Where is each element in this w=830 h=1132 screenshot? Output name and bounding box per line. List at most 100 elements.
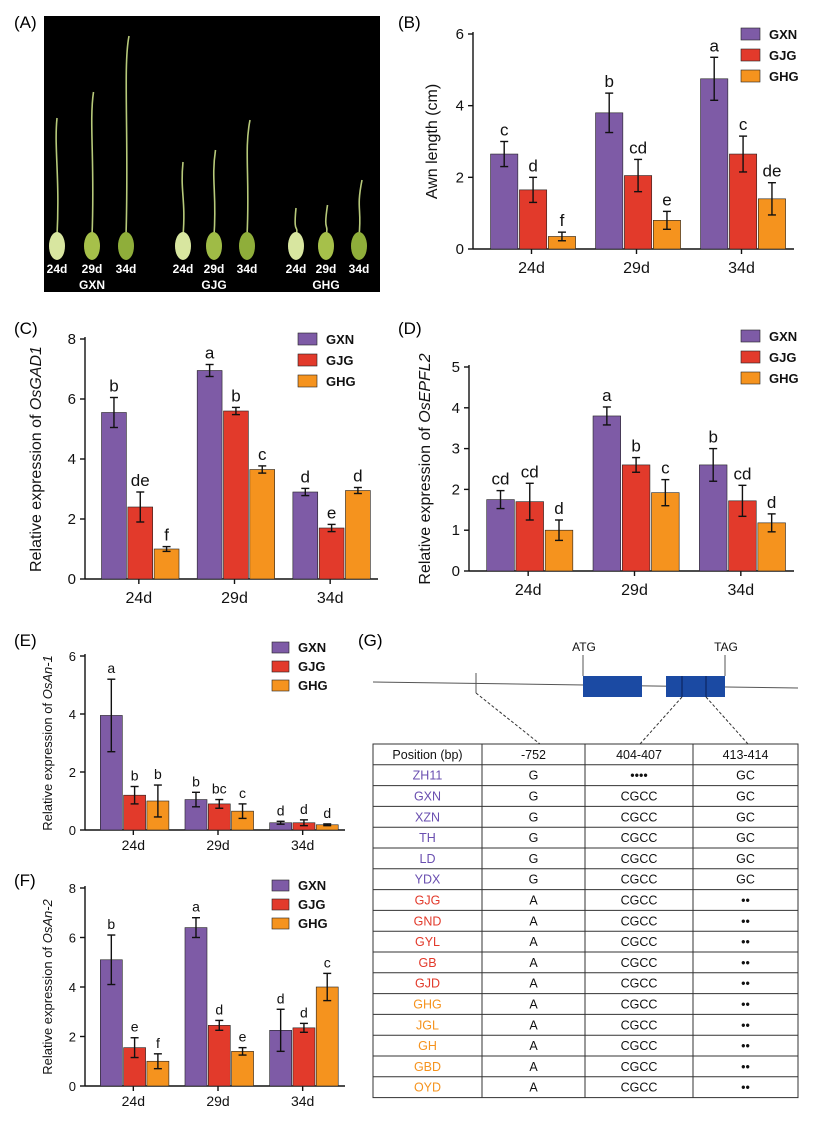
photo-time-label: 34d — [349, 262, 370, 276]
y-axis-title: Relative expression of OsGAD1 — [28, 346, 45, 572]
significance-letter: c — [239, 785, 246, 801]
legend-swatch — [271, 641, 290, 654]
table-cell: •• — [741, 914, 750, 928]
significance-letter: cd — [733, 464, 751, 483]
bar-gxn — [699, 464, 728, 572]
y-tick-label: 6 — [69, 931, 76, 946]
photo-time-label: 24d — [47, 262, 68, 276]
y-tick-label: 5 — [452, 359, 460, 376]
panel-label: (F) — [14, 871, 36, 890]
significance-letter: b — [604, 72, 613, 91]
table-cell: •• — [741, 1081, 750, 1095]
table-cultivar-name: GXN — [414, 790, 441, 804]
photo-time-label: 29d — [316, 262, 337, 276]
awn-photo — [49, 35, 367, 260]
bar-ghg — [249, 469, 275, 580]
legend-swatch — [740, 329, 761, 343]
y-tick-label: 4 — [68, 451, 76, 468]
legend-label: GXN — [769, 27, 797, 42]
significance-letter: c — [258, 445, 267, 464]
x-tick-label: 29d — [621, 582, 648, 599]
x-tick-label: 34d — [291, 837, 314, 853]
stop-codon-label: TAG — [714, 640, 738, 654]
bar-gxn — [184, 927, 208, 1087]
table-cell: CGCC — [621, 914, 658, 928]
significance-letter: b — [107, 916, 115, 932]
table-cultivar-name: ZH11 — [413, 769, 443, 783]
y-tick-label: 8 — [68, 331, 76, 348]
legend-label: GHG — [298, 678, 328, 693]
y-tick-label: 4 — [456, 98, 464, 115]
x-tick-label: 24d — [122, 837, 145, 853]
table-header-cell: 413-414 — [723, 748, 769, 762]
table-cell: CGCC — [621, 935, 658, 949]
bar-gjg — [223, 410, 249, 580]
significance-letter: cd — [629, 138, 647, 157]
grain — [206, 232, 222, 260]
table-cell: GC — [736, 852, 755, 866]
table-cell: GC — [736, 769, 755, 783]
table-cell: CGCC — [621, 790, 658, 804]
legend-swatch — [740, 371, 761, 385]
significance-letter: a — [107, 660, 115, 676]
y-tick-label: 0 — [69, 823, 76, 838]
table-cell: CGCC — [621, 1081, 658, 1095]
x-tick-label: 29d — [206, 1093, 229, 1109]
panel-f-chart: (F) 0 2 4 6 8 Relative expression of OsAn-2 24d… — [14, 871, 345, 1109]
y-tick-label: 0 — [452, 563, 460, 580]
y-axis-title: Relative expression of OsEPFL2 — [417, 353, 434, 584]
x-tick-label: 24d — [518, 260, 545, 277]
table-cell: •• — [741, 956, 750, 970]
y-tick-label: 0 — [456, 241, 464, 258]
gene-structure: ATG TAG — [372, 640, 799, 745]
legend-swatch — [740, 69, 761, 83]
legend-swatch — [740, 48, 761, 62]
significance-letter: f — [156, 1035, 160, 1051]
significance-letter: e — [131, 1019, 139, 1035]
table-cell: G — [529, 873, 539, 887]
awn-stem — [55, 117, 59, 237]
table-cell: CGCC — [621, 894, 658, 908]
table-cultivar-name: GH — [418, 1039, 437, 1053]
table-cell: CGCC — [621, 1060, 658, 1074]
table-cultivar-name: OYD — [414, 1081, 441, 1095]
y-tick-label: 6 — [456, 26, 464, 43]
grain — [288, 232, 304, 260]
table-cell: G — [529, 790, 539, 804]
legend-label: GJG — [326, 353, 353, 368]
table-cultivar-name: GYL — [415, 935, 440, 949]
table-cell: A — [529, 1039, 538, 1053]
zoom-line — [705, 696, 749, 745]
panel-c-chart: (C) 0 2 4 6 8 Relative expression of OsGAD1 24d… — [14, 319, 378, 607]
significance-letter: c — [500, 121, 509, 140]
y-axis-title-gene: OsEPFL2 — [417, 353, 434, 422]
table-cell: A — [529, 977, 538, 991]
bar-gjg — [318, 527, 345, 580]
table-cell: •• — [741, 1039, 750, 1053]
significance-letter: bc — [212, 781, 227, 797]
x-tick-label: 34d — [317, 590, 344, 607]
legend-swatch — [271, 917, 290, 930]
significance-letter: b — [192, 773, 200, 789]
bar-gjg — [621, 464, 651, 572]
legend-swatch — [271, 679, 290, 692]
legend-swatch — [271, 660, 290, 673]
significance-letter: c — [324, 954, 331, 970]
table-cell: CGCC — [621, 956, 658, 970]
significance-letter: b — [631, 437, 640, 456]
bar-gxn — [592, 415, 621, 572]
y-tick-label: 2 — [69, 765, 76, 780]
significance-letter: d — [353, 467, 362, 486]
y-axis-title-gene: OsGAD1 — [28, 346, 45, 410]
y-tick-label: 0 — [69, 1079, 76, 1094]
table-cell: GC — [736, 873, 755, 887]
legend-label: GXN — [326, 332, 354, 347]
panel-label: (E) — [14, 631, 37, 650]
table-cultivar-name: GHG — [413, 998, 441, 1012]
table-cell: G — [529, 810, 539, 824]
y-tick-label: 4 — [69, 980, 76, 995]
legend-swatch — [297, 353, 318, 367]
legend-label: GXN — [298, 878, 326, 893]
legend-label: GHG — [326, 374, 356, 389]
table-cultivar-name: XZN — [415, 810, 440, 824]
